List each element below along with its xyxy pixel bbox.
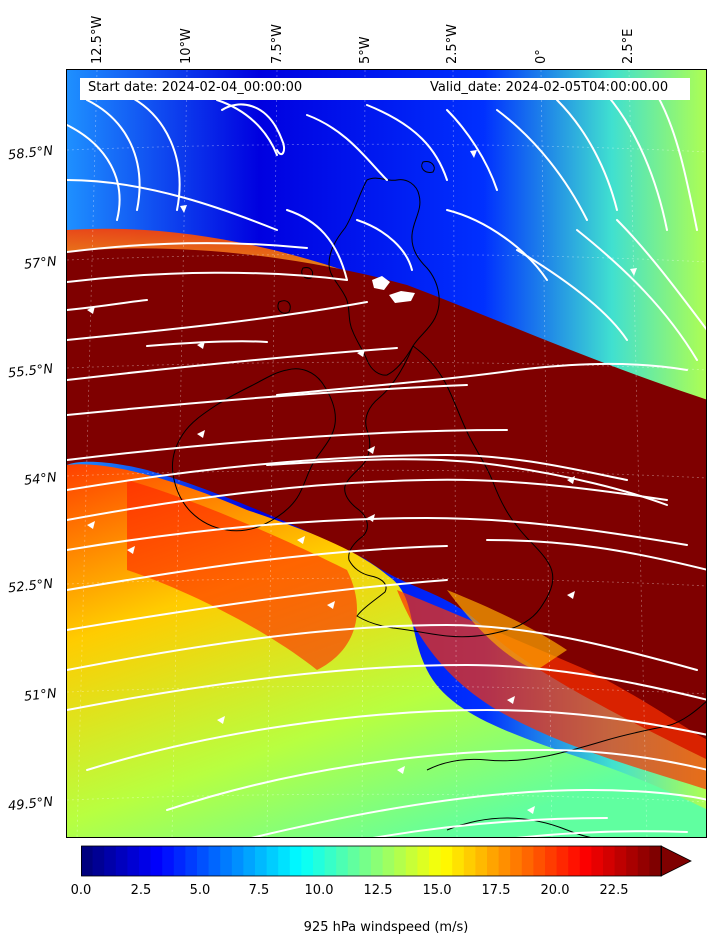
colorbar-swatch <box>579 846 592 876</box>
colorbar-swatch <box>533 846 546 876</box>
colorbar-swatch <box>278 846 291 876</box>
high-wind-core <box>67 248 706 760</box>
start-date: Start date: 2024-02-04_00:00:00 <box>88 80 303 95</box>
colorbar-swatch <box>452 846 465 876</box>
lat-label-58-5n: 58.5°N <box>7 143 54 164</box>
colorbar-swatch <box>487 846 500 876</box>
colorbar-swatch <box>405 846 418 876</box>
lon-label-10w: 10°W <box>179 28 194 64</box>
colorbar-tick: 7.5 <box>248 883 270 898</box>
colorbar-swatch <box>208 846 221 876</box>
colorbar-swatch <box>603 846 616 876</box>
colorbar-swatch <box>637 846 650 876</box>
colorbar-swatch <box>371 846 384 876</box>
lat-label-49-5n: 49.5°N <box>7 794 54 815</box>
colorbar-swatch <box>626 846 639 876</box>
colorbar-swatch <box>417 846 430 876</box>
lat-label-57n: 57°N <box>23 254 58 273</box>
colorbar-swatch <box>475 846 488 876</box>
colorbar-swatch <box>429 846 442 876</box>
valid-date: Valid_date: 2024-02-05T04:00:00.00 <box>430 80 669 95</box>
colorbar-swatch <box>440 846 453 876</box>
graticule <box>67 70 706 837</box>
colorbar-tick: 0.0 <box>70 883 92 898</box>
red-shading-west <box>127 480 357 670</box>
red-shading-south <box>397 590 706 790</box>
lon-label-5w: 5°W <box>358 36 373 64</box>
colorbar-swatch <box>266 846 279 876</box>
colorbar-swatch <box>173 846 186 876</box>
colorbar-swatch <box>510 846 523 876</box>
coastlines <box>172 161 706 837</box>
lon-label-2-5w: 2.5°W <box>445 23 460 64</box>
colorbar-border <box>81 845 662 877</box>
colorbar-swatch <box>104 846 117 876</box>
colorbar-swatch <box>231 846 244 876</box>
colorbar-swatch <box>197 846 210 876</box>
colorbar-tick: 2.5 <box>130 883 152 898</box>
colorbar-swatch <box>92 846 105 876</box>
colorbar-swatch <box>649 846 662 876</box>
colorbar-title: 925 hPa windspeed (m/s) <box>303 920 469 935</box>
windspeed-map <box>66 69 707 838</box>
colorbar-swatch <box>243 846 256 876</box>
colorbar-swatch <box>324 846 337 876</box>
lat-label-51n: 51°N <box>23 686 58 705</box>
colorbar-swatch <box>313 846 326 876</box>
colorbar-swatch <box>568 846 581 876</box>
colorbar-swatch <box>301 846 314 876</box>
colorbar-swatch <box>498 846 511 876</box>
colorbar-swatch <box>162 846 175 876</box>
colorbar-swatch <box>139 846 152 876</box>
lon-label-7-5w: 7.5°W <box>270 23 285 64</box>
colorbar-tick: 12.5 <box>363 883 393 898</box>
colorbar-swatch <box>185 846 198 876</box>
masked-pocket <box>372 276 415 303</box>
colorbar-swatch <box>289 846 302 876</box>
lon-label-0: 0° <box>534 49 549 64</box>
colorbar-extend-arrow <box>660 845 692 877</box>
colorbar-swatch <box>521 846 534 876</box>
colorbar-tick: 10.0 <box>304 883 334 898</box>
colorbar-swatch <box>115 846 128 876</box>
colorbar-tick: 15.0 <box>422 883 452 898</box>
lon-label-2-5e: 2.5°E <box>621 28 636 64</box>
colorbar-swatch <box>556 846 569 876</box>
colorbar-swatch <box>359 846 372 876</box>
colorbar-swatch <box>463 846 476 876</box>
lat-label-54n: 54°N <box>23 470 58 489</box>
colorbar-tick: 20.0 <box>540 883 570 898</box>
colorbar-swatch <box>255 846 268 876</box>
colorbar-swatch <box>81 846 94 876</box>
colorbar-swatch <box>336 846 349 876</box>
colorbar-swatch <box>614 846 627 876</box>
colorbar-tick: 22.5 <box>599 883 629 898</box>
header-box <box>80 78 690 100</box>
colorbar-tick: 5.0 <box>189 883 211 898</box>
colorbar-swatch <box>394 846 407 876</box>
lat-label-55-5n: 55.5°N <box>7 361 54 382</box>
colorbar-swatch <box>347 846 360 876</box>
colorbar-swatch <box>220 846 233 876</box>
colorbar-swatch <box>382 846 395 876</box>
colorbar-swatch <box>591 846 604 876</box>
streamline-arrows <box>87 150 637 814</box>
colorbar-tick: 17.5 <box>481 883 511 898</box>
lon-label-12-5w: 12.5°W <box>90 15 105 64</box>
colorbar-swatch <box>150 846 163 876</box>
lat-label-52-5n: 52.5°N <box>7 576 54 597</box>
colorbar-swatch <box>127 846 140 876</box>
colorbar-swatch <box>545 846 558 876</box>
streamlines <box>67 94 706 837</box>
colorbar <box>81 845 692 877</box>
